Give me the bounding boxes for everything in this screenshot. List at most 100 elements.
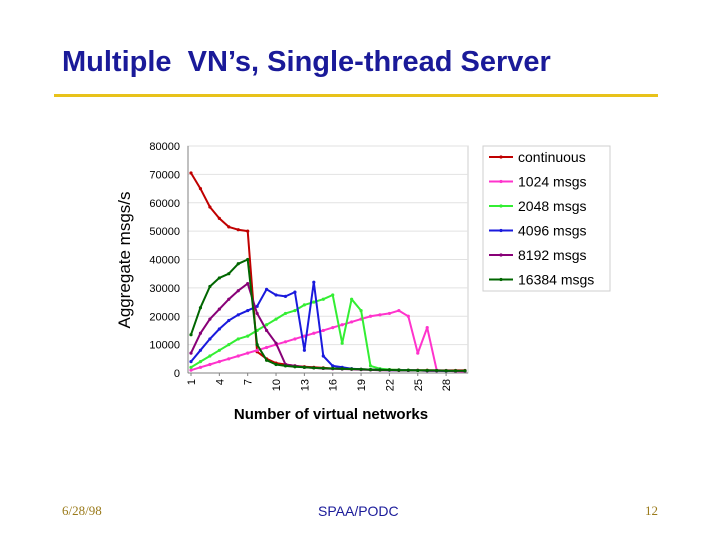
chart-legend: continuous 1024 msgs 2048 msgs 4096 msgs 819… xyxy=(482,145,611,292)
data-point xyxy=(198,348,203,352)
data-point xyxy=(264,323,269,327)
data-point xyxy=(274,317,278,321)
data-point xyxy=(217,348,221,352)
data-point xyxy=(217,360,221,364)
data-point xyxy=(227,272,231,276)
footer-conference: SPAA/PODC xyxy=(318,503,399,519)
legend-marker xyxy=(499,204,503,208)
data-point xyxy=(453,369,458,373)
y-tick-label: 0 xyxy=(174,368,180,380)
data-point xyxy=(435,368,439,373)
legend-marker xyxy=(499,155,503,159)
y-tick-label: 80000 xyxy=(149,141,180,153)
data-point xyxy=(217,327,221,331)
data-point xyxy=(274,362,278,367)
data-point xyxy=(340,341,344,345)
data-point xyxy=(227,297,231,301)
data-point xyxy=(378,368,382,372)
data-point xyxy=(208,354,212,358)
x-axis-label: Number of virtual networks xyxy=(234,406,428,423)
x-tick-label: 16 xyxy=(328,379,340,391)
data-point xyxy=(217,216,221,220)
data-point xyxy=(368,367,373,372)
data-point xyxy=(312,331,316,335)
data-point xyxy=(331,364,335,368)
x-tick-label: 1 xyxy=(186,379,198,385)
data-point xyxy=(406,368,410,372)
data-point xyxy=(236,313,240,317)
data-point xyxy=(312,366,316,370)
data-point xyxy=(255,348,259,352)
data-point xyxy=(321,297,325,301)
x-tick-label: 22 xyxy=(384,379,396,391)
footer-date: 6/28/98 xyxy=(62,503,102,518)
legend-label: 2048 msgs xyxy=(518,198,586,214)
data-point xyxy=(208,337,212,341)
legend-marker xyxy=(499,277,503,282)
series-line xyxy=(190,258,465,372)
data-point xyxy=(331,293,335,297)
x-tick-label: 7 xyxy=(243,379,255,385)
data-point xyxy=(264,328,269,333)
data-point xyxy=(387,311,392,316)
y-tick-label: 40000 xyxy=(149,255,180,267)
data-point xyxy=(416,351,420,355)
data-point xyxy=(340,367,344,371)
y-tick-label: 30000 xyxy=(149,283,180,295)
data-point xyxy=(198,306,203,310)
data-point xyxy=(198,331,203,335)
y-tick-label: 60000 xyxy=(149,198,180,210)
data-point xyxy=(302,303,306,307)
data-point xyxy=(302,334,306,338)
data-point xyxy=(302,348,306,352)
data-point xyxy=(463,369,467,373)
data-point xyxy=(293,337,297,341)
data-point xyxy=(236,337,240,341)
data-point xyxy=(350,320,354,324)
data-point xyxy=(397,308,401,313)
data-point xyxy=(189,351,193,355)
data-point xyxy=(246,229,250,233)
x-tick-label: 19 xyxy=(356,379,368,391)
y-tick-label: 10000 xyxy=(149,340,180,352)
footer-page-number: 12 xyxy=(645,503,658,518)
data-point xyxy=(359,367,363,371)
data-point xyxy=(331,326,335,330)
legend-label: 16384 msgs xyxy=(518,272,594,288)
data-point xyxy=(378,313,382,317)
data-point xyxy=(236,354,240,358)
legend-marker xyxy=(499,228,503,233)
data-point xyxy=(312,280,316,284)
data-point xyxy=(208,284,212,289)
x-tick-label: 28 xyxy=(441,379,453,391)
data-point xyxy=(189,360,193,364)
data-point xyxy=(264,287,269,291)
data-point xyxy=(283,294,288,298)
y-tick-label: 70000 xyxy=(149,169,180,181)
legend-marker xyxy=(499,253,503,257)
data-point xyxy=(264,345,269,350)
data-point xyxy=(246,282,250,286)
data-point xyxy=(416,368,420,373)
data-point xyxy=(359,308,363,313)
data-point xyxy=(227,225,231,229)
data-point xyxy=(302,365,306,369)
data-point xyxy=(425,368,429,373)
data-point xyxy=(255,343,259,347)
data-point xyxy=(236,262,240,266)
series-16384-msgs xyxy=(189,257,467,373)
data-point xyxy=(293,308,297,313)
legend-label: 8192 msgs xyxy=(518,247,586,263)
data-point xyxy=(321,328,325,333)
data-point xyxy=(198,186,203,191)
data-point xyxy=(293,290,297,294)
y-axis-label: Aggregate msgs/s xyxy=(115,191,134,328)
data-point xyxy=(189,333,193,337)
data-point xyxy=(425,326,429,330)
slide-title: Multiple VN’s, Single-thread Server xyxy=(62,46,551,78)
data-point xyxy=(236,228,240,232)
data-point xyxy=(246,308,250,313)
data-point xyxy=(227,318,231,323)
data-point xyxy=(387,368,392,372)
